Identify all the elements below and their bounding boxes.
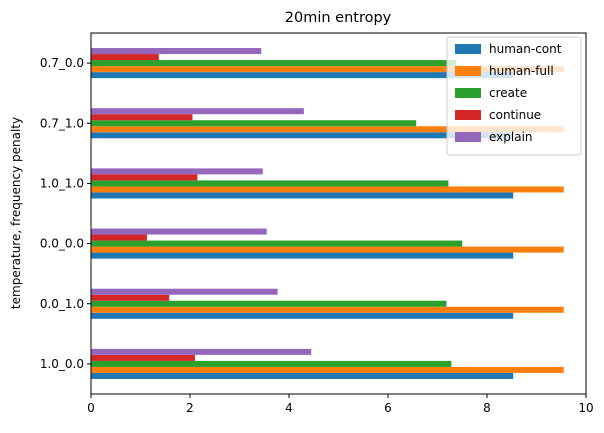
bar-explain-0.7_1.0	[91, 108, 304, 115]
legend-swatch-continue	[455, 110, 481, 120]
bar-explain-0.0_0.0	[91, 228, 267, 235]
bar-human-full-0.7_1.0	[91, 126, 564, 133]
plot-frame	[90, 32, 587, 395]
x-tick-label: 0	[87, 401, 95, 415]
bar-human-full-1.0_0.0	[91, 366, 564, 373]
legend-label-create: create	[489, 86, 527, 100]
bar-create-0.7_0.0	[91, 60, 457, 67]
bar-explain-0.0_1.0	[91, 288, 278, 295]
bar-human-full-1.0_1.0	[91, 186, 564, 193]
bar-human-full-0.0_0.0	[91, 246, 564, 253]
bar-continue-0.0_0.0	[91, 234, 147, 241]
y-tick-label: 0.0_1.0	[40, 297, 84, 311]
bar-human-cont-0.0_1.0	[91, 312, 514, 319]
bar-explain-1.0_1.0	[91, 168, 263, 175]
bar-human-cont-1.0_1.0	[91, 192, 514, 199]
legend-swatch-human-full	[455, 66, 481, 76]
x-tick-label: 2	[186, 401, 194, 415]
bar-continue-1.0_0.0	[91, 354, 195, 361]
bar-continue-0.0_1.0	[91, 294, 170, 301]
y-axis-label: temperature, frequency penalty	[9, 117, 23, 309]
legend-swatch-human-cont	[455, 44, 481, 54]
y-tick-label: 0.0_0.0	[40, 237, 84, 251]
bar-human-full-0.7_0.0	[91, 66, 564, 73]
x-tick-label: 8	[483, 401, 491, 415]
x-tick-label: 6	[384, 401, 392, 415]
bar-create-0.7_1.0	[91, 120, 417, 127]
bar-continue-0.7_0.0	[91, 54, 159, 61]
bars-layer	[91, 48, 564, 379]
bar-create-0.0_0.0	[91, 240, 463, 247]
bar-human-cont-1.0_0.0	[91, 372, 514, 379]
legend-label-explain: explain	[489, 130, 533, 144]
y-tick-label: 0.7_0.0	[40, 56, 84, 70]
bar-human-full-0.0_1.0	[91, 306, 564, 313]
legend-swatch-create	[455, 88, 481, 98]
bar-continue-0.7_1.0	[91, 114, 193, 121]
y-ticks: 1.0_0.0 0.0_1.0 0.0_0.0 1.0_1.0 0.7_1.0 0.7_0…	[40, 56, 91, 371]
legend-swatch-explain	[455, 132, 481, 142]
x-tick-label: 4	[285, 401, 293, 415]
bar-create-1.0_1.0	[91, 180, 449, 187]
bar-create-0.0_1.0	[91, 300, 447, 307]
y-tick-label: 1.0_1.0	[40, 176, 84, 190]
legend-label-human-cont: human-cont	[489, 42, 562, 56]
bar-human-cont-0.7_1.0	[91, 132, 514, 139]
x-ticks: 0 2 4 6 8 10	[87, 394, 594, 415]
legend-label-continue: continue	[489, 108, 541, 122]
bar-create-1.0_0.0	[91, 360, 452, 367]
chart-title: 20min entropy	[285, 10, 392, 26]
y-tick-label: 0.7_1.0	[40, 116, 84, 130]
bar-human-cont-0.7_0.0	[91, 72, 514, 79]
bar-continue-1.0_1.0	[91, 174, 198, 181]
legend: human-cont human-full create continue explai…	[446, 36, 582, 156]
x-tick-label: 10	[578, 401, 593, 415]
bar-explain-0.7_0.0	[91, 48, 262, 55]
legend-label-human-full: human-full	[489, 64, 554, 78]
bar-human-cont-0.0_0.0	[91, 252, 514, 259]
bar-explain-1.0_0.0	[91, 348, 312, 355]
y-tick-label: 1.0_0.0	[40, 357, 84, 371]
